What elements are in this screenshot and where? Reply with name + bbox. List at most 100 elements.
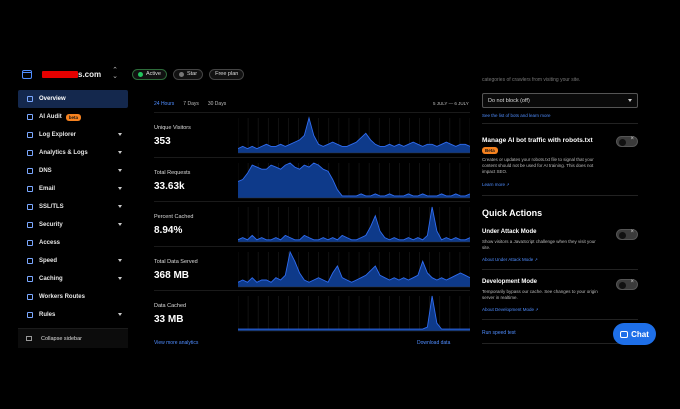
- tab-24-hours[interactable]: 24 Hours: [154, 101, 175, 107]
- chevron-down-icon: [118, 223, 122, 226]
- tab-30-days[interactable]: 30 Days: [207, 101, 227, 107]
- metric-value: 33.63k: [154, 181, 185, 192]
- zone-domain[interactable]: s.com: [42, 70, 101, 79]
- sidebar-item-ssl-tls[interactable]: SSL/TLS: [18, 198, 128, 216]
- series-line: [238, 250, 470, 283]
- rules-icon: [27, 312, 33, 318]
- metric-sparkline: [238, 206, 470, 243]
- series-line: [238, 116, 470, 150]
- sidebar-item-label: AI Audit: [39, 114, 62, 120]
- chevron-down-icon: [118, 169, 122, 172]
- development-mode-toggle[interactable]: ×: [616, 279, 638, 290]
- sidebar-item-label: Email: [39, 186, 56, 192]
- log-explorer-icon: [27, 132, 33, 138]
- divider: [482, 343, 638, 344]
- sidebar-item-label: Workers Routes: [39, 294, 85, 300]
- robots-toggle[interactable]: ×: [616, 136, 638, 147]
- analytics-footer: View more analytics Download data: [154, 340, 470, 346]
- chevron-up-down-icon[interactable]: ⌃ ⌄: [112, 67, 118, 80]
- sidebar-item-analytics-logs[interactable]: Analytics & Logs: [18, 144, 128, 162]
- series-area: [238, 207, 470, 242]
- plan-badge[interactable]: Free plan: [209, 68, 245, 80]
- metric-label: Unique Visitors: [154, 125, 191, 131]
- time-range-tabs: 24 Hours 7 Days 30 Days: [154, 101, 226, 107]
- series-area: [238, 163, 470, 198]
- sidebar-item-rules[interactable]: Rules: [18, 306, 128, 324]
- series-line: [238, 295, 470, 330]
- beta-badge: beta: [65, 113, 82, 121]
- metric-value: 33 MB: [154, 314, 184, 325]
- ai-audit-icon: [27, 114, 33, 120]
- development-mode-link[interactable]: About Development Mode: [482, 307, 539, 312]
- star-button-label: Star: [186, 71, 198, 77]
- chevron-down-icon: [118, 151, 122, 154]
- collapse-sidebar-button[interactable]: Collapse sidebar: [18, 328, 128, 348]
- series-area: [238, 252, 470, 287]
- sidebar-item-speed[interactable]: Speed: [18, 252, 128, 270]
- sidebar-item-ai-audit[interactable]: AI Audit beta: [18, 108, 128, 126]
- caching-icon: [27, 276, 33, 282]
- sidebar-item-email[interactable]: Email: [18, 180, 128, 198]
- access-icon: [27, 240, 33, 246]
- sidebar-item-security[interactable]: Security: [18, 216, 128, 234]
- robots-title: Manage AI bot traffic with robots.txt: [482, 137, 593, 144]
- sidebar-item-access[interactable]: Access: [18, 234, 128, 252]
- sidebar-item-label: DNS: [39, 168, 52, 174]
- sidebar-item-label: Security: [39, 222, 63, 228]
- toggle-knob: [619, 231, 626, 239]
- development-mode-description: Temporarily bypass our cache. See change…: [482, 289, 598, 300]
- plan-badge-label: Free plan: [215, 71, 239, 77]
- status-badge: Active: [132, 68, 167, 80]
- run-speed-test-link[interactable]: Run speed test: [482, 330, 516, 336]
- divider: [482, 195, 638, 196]
- sidebar-item-dns[interactable]: DNS: [18, 162, 128, 180]
- metric-label: Total Data Served: [154, 259, 198, 265]
- series-line: [238, 162, 470, 197]
- status-badge-label: Active: [146, 71, 161, 77]
- close-icon: ×: [630, 279, 634, 285]
- sidebar-item-caching[interactable]: Caching: [18, 270, 128, 288]
- view-more-analytics-link[interactable]: View more analytics: [154, 340, 199, 346]
- star-icon: [178, 71, 184, 77]
- under-attack-toggle[interactable]: ×: [616, 229, 638, 240]
- sidebar-item-overview[interactable]: Overview: [18, 90, 128, 108]
- series-area: [238, 118, 470, 153]
- under-attack-title: Under Attack Mode: [482, 229, 537, 235]
- sidebar-item-label: Analytics & Logs: [39, 150, 88, 156]
- star-button[interactable]: Star: [172, 68, 204, 80]
- analytics-icon: [27, 150, 33, 156]
- series-line: [238, 206, 470, 241]
- divider: [482, 269, 638, 270]
- sidebar-item-label: Overview: [39, 96, 66, 102]
- metric-card: Total Data Served 368 MB: [154, 246, 470, 290]
- chat-button[interactable]: Chat: [613, 323, 656, 345]
- robots-learn-more-link[interactable]: Learn more: [482, 182, 509, 187]
- chat-button-label: Chat: [631, 329, 649, 339]
- toggle-knob: [619, 138, 626, 146]
- metric-sparkline: [238, 295, 470, 332]
- metric-card: Percent Cached 8.94%: [154, 201, 470, 245]
- metric-label: Total Requests: [154, 170, 191, 176]
- sidebar-item-log-explorer[interactable]: Log Explorer: [18, 126, 128, 144]
- chevron-down-icon: [118, 277, 122, 280]
- sidebar: Overview AI Audit beta Log Explorer Analytic…: [18, 90, 128, 348]
- shield-icon: [27, 222, 33, 228]
- metric-sparkline: [238, 162, 470, 199]
- divider: [482, 319, 638, 320]
- tab-7-days[interactable]: 7 Days: [183, 101, 199, 107]
- close-icon: ×: [630, 229, 634, 235]
- ai-bot-block-select[interactable]: Do not block (off): [482, 93, 638, 108]
- chevron-down-icon: [628, 99, 632, 102]
- sidebar-item-workers-routes[interactable]: Workers Routes: [18, 288, 128, 306]
- beta-badge: Beta: [482, 147, 498, 154]
- development-mode-title: Development Mode: [482, 279, 538, 285]
- sidebar-item-label: Rules: [39, 312, 56, 318]
- metric-card: Total Requests 33.63k: [154, 157, 470, 201]
- close-icon: ×: [630, 136, 634, 142]
- website-icon: [22, 69, 32, 79]
- download-data-link[interactable]: Download data: [417, 340, 451, 346]
- sidebar-item-label: Access: [39, 240, 61, 246]
- divider: [482, 123, 638, 124]
- under-attack-link[interactable]: About Under Attack Mode: [482, 257, 538, 262]
- bots-list-link[interactable]: See the list of bots and learn more: [482, 113, 551, 118]
